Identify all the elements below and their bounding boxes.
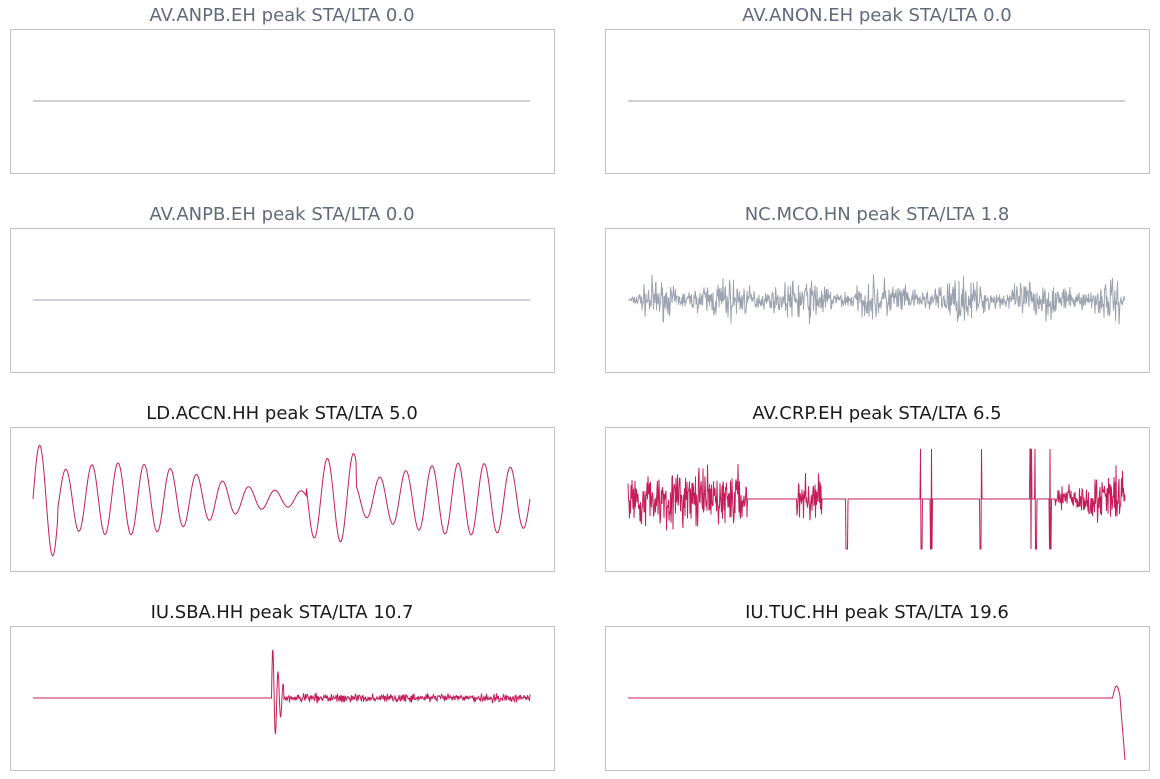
panel-title: AV.ANPB.EH peak STA/LTA 0.0 (149, 204, 414, 225)
panel-title: AV.CRP.EH peak STA/LTA 6.5 (752, 403, 1001, 424)
panel-frame (605, 427, 1150, 572)
panel-frame (605, 626, 1150, 771)
panel-title: IU.TUC.HH peak STA/LTA 19.6 (745, 602, 1009, 623)
panel-title: AV.ANPB.EH peak STA/LTA 0.0 (149, 5, 414, 26)
waveform (32, 444, 531, 557)
panel-title: NC.MCO.HN peak STA/LTA 1.8 (745, 204, 1010, 225)
panel-title: LD.ACCN.HH peak STA/LTA 5.0 (146, 403, 418, 424)
panel-frame (605, 228, 1150, 373)
panel-title: IU.SBA.HH peak STA/LTA 10.7 (151, 602, 414, 623)
waveform (628, 274, 1126, 325)
waveform (628, 685, 1126, 761)
panel-frame (10, 29, 555, 174)
waveform (627, 448, 1126, 550)
panel-frame (10, 626, 555, 771)
panel-frame (605, 29, 1150, 174)
panel-frame (10, 228, 555, 373)
waveform (33, 649, 531, 735)
panel-frame (10, 427, 555, 572)
panel-title: AV.ANON.EH peak STA/LTA 0.0 (742, 5, 1012, 26)
